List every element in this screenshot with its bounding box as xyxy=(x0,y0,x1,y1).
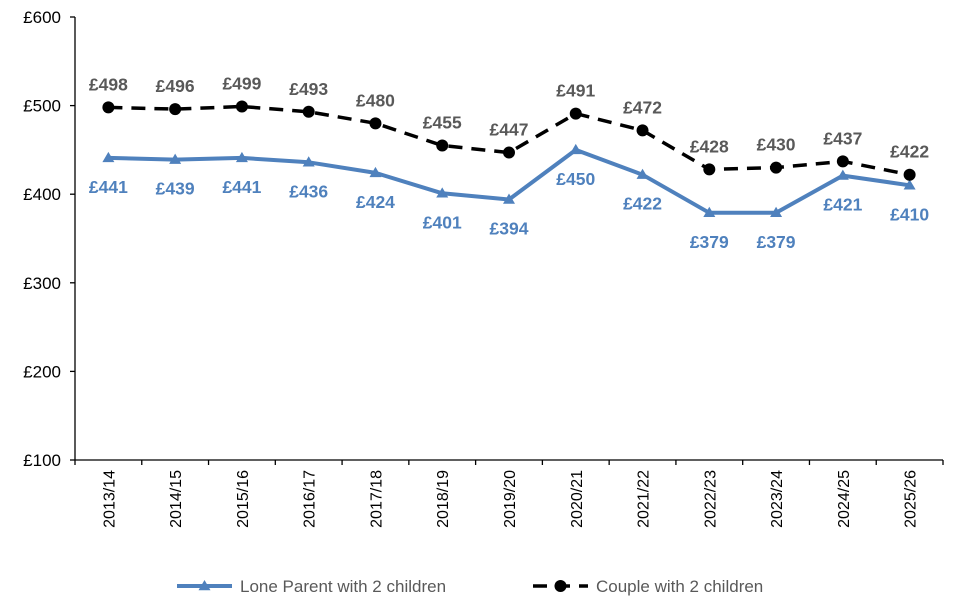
data-label: £480 xyxy=(356,90,395,110)
data-point-marker xyxy=(235,100,248,113)
x-tick-label: 2025/26 xyxy=(903,470,920,528)
y-tick-label: £100 xyxy=(23,451,61,470)
data-point-marker xyxy=(102,101,115,114)
x-tick-label: 2021/22 xyxy=(636,470,653,528)
x-tick-label: 2019/20 xyxy=(502,470,519,528)
y-tick-label: £600 xyxy=(23,8,61,27)
data-point-marker xyxy=(436,139,449,152)
legend-label: Lone Parent with 2 children xyxy=(240,577,446,596)
data-label: £436 xyxy=(289,181,328,201)
data-point-marker xyxy=(369,166,382,178)
legend-label: Couple with 2 children xyxy=(596,577,763,596)
data-label: £496 xyxy=(156,76,195,96)
data-point-marker xyxy=(436,187,449,198)
data-label: £455 xyxy=(423,112,462,132)
x-tick-label: 2022/23 xyxy=(702,470,719,528)
data-label: £422 xyxy=(623,194,662,214)
data-label: £493 xyxy=(289,79,328,99)
data-point-marker xyxy=(836,169,849,180)
data-label: £498 xyxy=(89,74,128,94)
data-point-marker xyxy=(569,107,582,120)
x-tick-label: 2018/19 xyxy=(435,470,452,528)
data-label: £401 xyxy=(423,212,462,232)
data-label: £421 xyxy=(823,195,862,215)
data-point-marker xyxy=(770,206,783,218)
data-point-marker xyxy=(569,143,582,155)
data-label: £491 xyxy=(556,81,595,101)
data-label: £422 xyxy=(890,142,929,162)
x-tick-label: 2017/18 xyxy=(368,470,385,528)
data-point-marker xyxy=(302,105,315,118)
data-label: £430 xyxy=(757,135,796,155)
y-tick-label: £400 xyxy=(23,185,61,204)
y-tick-label: £300 xyxy=(23,274,61,293)
x-tick-label: 2015/16 xyxy=(235,470,252,528)
data-point-marker xyxy=(903,179,916,190)
data-point-marker xyxy=(836,155,849,168)
data-point-marker xyxy=(503,146,515,159)
data-point-marker xyxy=(903,168,916,181)
data-point-marker xyxy=(636,168,649,179)
x-tick-label: 2024/25 xyxy=(836,470,853,528)
data-label: £450 xyxy=(556,169,595,189)
y-tick-label: £500 xyxy=(23,97,61,116)
data-point-marker xyxy=(770,161,783,174)
data-point-marker xyxy=(369,117,382,130)
x-tick-label: 2014/15 xyxy=(168,470,185,528)
data-label: £428 xyxy=(690,136,729,156)
legend-marker xyxy=(198,580,211,591)
data-label: £441 xyxy=(222,177,261,197)
data-label: £379 xyxy=(757,232,796,252)
data-point-marker xyxy=(636,124,649,137)
data-point-marker xyxy=(503,193,515,204)
y-tick-label: £200 xyxy=(23,362,61,381)
data-point-marker xyxy=(703,206,716,218)
data-label: £410 xyxy=(890,204,929,224)
data-label: £499 xyxy=(222,73,261,93)
data-label: £472 xyxy=(623,97,662,117)
data-point-marker xyxy=(235,151,248,163)
x-tick-label: 2020/21 xyxy=(569,470,586,528)
data-label: £439 xyxy=(156,179,195,199)
data-label: £424 xyxy=(356,192,395,212)
data-point-marker xyxy=(169,153,182,164)
data-label: £394 xyxy=(490,219,529,239)
x-tick-label: 2013/14 xyxy=(101,470,118,528)
data-point-marker xyxy=(703,163,716,176)
data-label: £379 xyxy=(690,232,729,252)
data-point-marker xyxy=(302,156,315,167)
legend-marker xyxy=(554,580,567,592)
x-tick-label: 2016/17 xyxy=(302,470,319,528)
data-point-marker xyxy=(102,151,115,163)
data-label: £437 xyxy=(823,128,862,148)
data-label: £441 xyxy=(89,177,128,197)
x-tick-label: 2023/24 xyxy=(769,470,786,528)
data-label: £447 xyxy=(490,120,529,140)
data-point-marker xyxy=(169,103,182,116)
